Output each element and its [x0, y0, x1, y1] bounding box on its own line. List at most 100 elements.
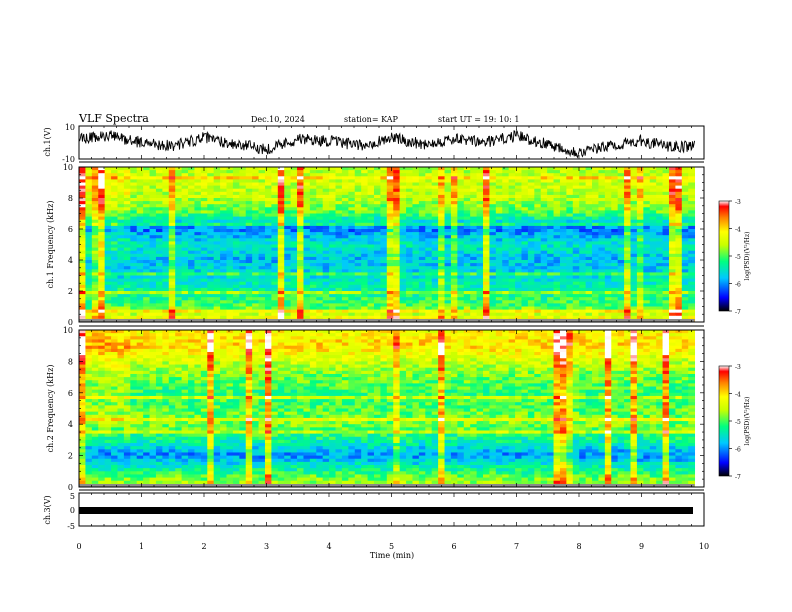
spectrogram-cell [361, 222, 368, 227]
spectrogram-cell [598, 173, 606, 177]
spectrogram-cell [104, 306, 112, 310]
spectrogram-cell [438, 247, 445, 252]
spectrogram-cell [636, 176, 644, 180]
spectrogram-cell [143, 300, 150, 304]
spectrogram-cell [681, 266, 689, 270]
spectrogram-cell [649, 201, 657, 205]
spectrogram-cell [579, 315, 587, 320]
spectrogram-cell [181, 219, 189, 224]
spectrogram-cell [341, 219, 349, 224]
spectrogram-cell [636, 194, 644, 199]
spectrogram-cell [277, 235, 285, 239]
spectrogram-cell [85, 287, 93, 292]
spectrogram-cell [515, 263, 522, 267]
spectrogram-cell [515, 232, 522, 236]
spectrogram-cell [130, 241, 138, 245]
spectrogram-cell [245, 247, 253, 252]
spectrogram-cell [168, 179, 176, 183]
spectrogram-cell [425, 253, 433, 258]
spectrogram-cell [502, 201, 510, 205]
spectrogram-cell [553, 204, 561, 208]
spectrogram-cell [559, 253, 567, 258]
spectrogram-cell [386, 291, 394, 295]
spectrogram-cell [656, 204, 663, 208]
spectrogram-cell [361, 287, 368, 292]
spectrogram-cell [335, 281, 343, 286]
spectrogram-cell [444, 287, 452, 292]
spectrogram-cell [194, 238, 202, 242]
spectrogram-cell [425, 278, 433, 283]
spectrogram-cell [476, 173, 484, 177]
spectrogram-cell [508, 204, 516, 208]
spectrogram-cell [117, 291, 125, 295]
spectrogram-cell [681, 330, 689, 334]
spectrogram-cell [143, 238, 150, 242]
spectrogram-cell [675, 179, 683, 183]
spectrogram-cell [354, 330, 362, 334]
spectrogram-cell [553, 312, 561, 317]
spectrogram-cell [123, 312, 131, 317]
spectrogram-cell [444, 204, 452, 208]
spectrogram-cell [264, 213, 272, 217]
spectrogram-cell [431, 176, 439, 180]
spectrogram-cell [547, 315, 554, 320]
spectrogram-cell [521, 176, 529, 180]
spectrogram-cell [611, 210, 619, 214]
spectrogram-cell [297, 207, 304, 211]
spectrogram-cell [527, 222, 535, 227]
spectrogram-cell [444, 235, 452, 239]
spectrogram-cell [130, 188, 138, 193]
spectrogram-cell [85, 312, 93, 317]
spectrogram-cell [450, 256, 458, 261]
spectrogram-cell [213, 253, 221, 258]
spectrogram-cell [123, 188, 131, 193]
spectrogram-cell [380, 182, 388, 186]
spectrogram-cell [508, 300, 516, 304]
spectrogram-cell [104, 207, 112, 211]
spectrogram-cell [162, 278, 170, 283]
spectrogram-cell [425, 216, 433, 221]
spectrogram-cell [367, 291, 375, 295]
spectrogram-cell [540, 287, 548, 292]
spectrogram-cell [194, 315, 202, 320]
spectrogram-cell [470, 210, 477, 214]
spectrogram-cell [643, 256, 651, 261]
spectrogram-cell [85, 294, 93, 298]
spectrogram-cell [566, 253, 574, 258]
spectrogram-cell [79, 219, 86, 224]
spectrogram-cell [547, 330, 554, 334]
spectrogram-cell [495, 294, 503, 298]
spectrogram-cell [98, 210, 106, 214]
spectrogram-cell [136, 201, 144, 205]
spectrogram-cell [297, 297, 304, 301]
spectrogram-cell [207, 176, 215, 180]
spectrogram-cell [117, 333, 125, 337]
spectrogram-cell [553, 284, 561, 289]
spectrogram-cell [585, 185, 593, 190]
spectrogram-cell [309, 291, 317, 295]
spectrogram-cell [559, 330, 567, 334]
spectrogram-cell [527, 300, 535, 304]
spectrogram-cell [636, 210, 644, 214]
spectrogram-cell [547, 210, 554, 214]
spectrogram-cell [566, 244, 574, 248]
spectrogram-cell [181, 235, 189, 239]
spectrogram-cell [527, 235, 535, 239]
spectrogram-cell [662, 225, 670, 230]
spectrogram-cell [181, 291, 189, 295]
spectrogram-cell [438, 225, 445, 230]
spectrogram-cell [508, 312, 516, 317]
spectrogram-cell [361, 278, 368, 283]
spectrogram-cell [630, 191, 638, 196]
spectrogram-cell [220, 204, 227, 208]
spectrogram-cell [367, 201, 375, 205]
spectrogram-cell [303, 315, 311, 320]
spectrogram-cell [309, 297, 317, 301]
spectrogram-cell [592, 278, 599, 283]
spectrogram-cell [361, 170, 368, 174]
spectrogram-cell [604, 219, 612, 224]
spectrogram-cell [232, 229, 240, 233]
spectrogram-cell [534, 241, 542, 245]
spectrogram-cell [194, 235, 202, 239]
spectrogram-cell [540, 244, 548, 248]
